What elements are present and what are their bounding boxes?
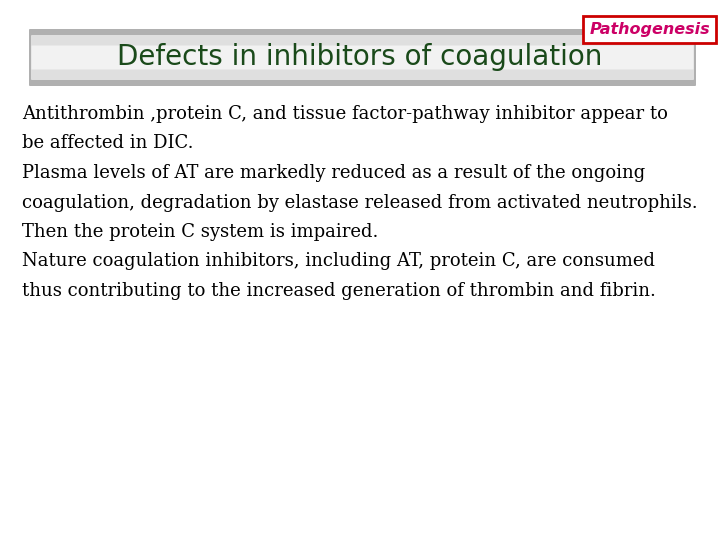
Text: be affected in DIC.: be affected in DIC. bbox=[22, 134, 194, 152]
Text: thus contributing to the increased generation of thrombin and fibrin.: thus contributing to the increased gener… bbox=[22, 282, 656, 300]
Text: Then the protein C system is impaired.: Then the protein C system is impaired. bbox=[22, 223, 379, 241]
Text: Antithrombin ,protein C, and tissue factor-pathway inhibitor appear to: Antithrombin ,protein C, and tissue fact… bbox=[22, 105, 668, 123]
Text: Nature coagulation inhibitors, including AT, protein C, are consumed: Nature coagulation inhibitors, including… bbox=[22, 253, 655, 271]
FancyBboxPatch shape bbox=[29, 29, 696, 86]
Text: Plasma levels of AT are markedly reduced as a result of the ongoing: Plasma levels of AT are markedly reduced… bbox=[22, 164, 645, 182]
Text: Pathogenesis: Pathogenesis bbox=[590, 22, 710, 37]
Text: coagulation, degradation by elastase released from activated neutrophils.: coagulation, degradation by elastase rel… bbox=[22, 193, 698, 212]
FancyBboxPatch shape bbox=[31, 35, 694, 80]
FancyBboxPatch shape bbox=[32, 45, 693, 70]
Text: Defects in inhibitors of coagulation: Defects in inhibitors of coagulation bbox=[117, 43, 603, 71]
